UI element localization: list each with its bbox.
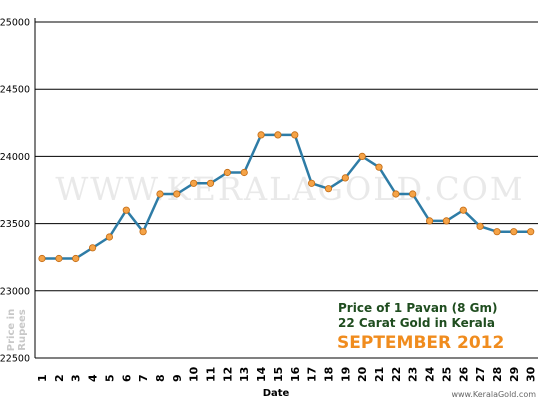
- x-tick-label: 23: [407, 367, 420, 382]
- x-tick-label: 9: [171, 374, 184, 382]
- watermark-text: WWW.KERALAGOLD.COM: [55, 170, 524, 208]
- data-point: [442, 217, 450, 225]
- data-point: [476, 222, 484, 230]
- x-tick-label: 18: [322, 367, 335, 382]
- data-point: [156, 190, 164, 198]
- y-tick-label: 23000: [0, 286, 30, 297]
- x-tick-label: 22: [390, 367, 403, 382]
- footer-credit: www.KeralaGold.com: [451, 390, 536, 399]
- x-tick-label: 19: [339, 367, 352, 382]
- y-tick-label: 24500: [0, 85, 30, 96]
- x-tick-label: 1: [36, 374, 49, 382]
- data-point: [510, 228, 518, 236]
- info-line-1: Price of 1 Pavan (8 Gm): [338, 301, 498, 315]
- x-tick-label: 25: [440, 367, 453, 382]
- data-point: [89, 244, 97, 252]
- data-point: [409, 190, 417, 198]
- data-point: [392, 190, 400, 198]
- data-point: [341, 174, 349, 182]
- x-tick-label: 21: [373, 367, 386, 382]
- data-point: [38, 254, 46, 263]
- data-point: [459, 206, 467, 214]
- x-tick-label: 16: [289, 366, 302, 382]
- y-axis-title: Price inRupees: [6, 309, 28, 351]
- x-tick-label: 15: [272, 367, 285, 382]
- y-tick-label: 22500: [0, 354, 30, 365]
- data-point: [324, 185, 333, 193]
- x-tick-label: 4: [87, 374, 100, 382]
- y-axis-title-line: Rupees: [17, 309, 28, 351]
- x-tick-label: 13: [238, 367, 251, 382]
- data-point: [291, 131, 299, 139]
- x-tick-label: 2: [53, 374, 66, 382]
- info-month: SEPTEMBER 2012: [337, 333, 504, 353]
- data-point: [55, 254, 63, 263]
- data-point: [493, 228, 501, 236]
- data-point: [240, 168, 248, 177]
- data-point: [527, 228, 535, 236]
- data-point: [173, 190, 181, 198]
- data-point: [375, 163, 383, 171]
- data-point: [206, 179, 215, 187]
- x-tick-label: 5: [103, 374, 116, 382]
- x-tick-label: 14: [255, 366, 268, 382]
- x-tick-label: 8: [154, 374, 167, 382]
- data-point: [122, 206, 130, 214]
- x-tick-label: 26: [457, 366, 470, 382]
- data-point: [139, 228, 147, 236]
- x-tick-label: 3: [70, 374, 83, 382]
- data-point: [257, 131, 265, 139]
- x-tick-label: 7: [137, 374, 150, 382]
- x-tick-label: 20: [356, 366, 369, 382]
- y-tick-label: 24000: [0, 152, 30, 163]
- x-tick-label: 30: [525, 366, 538, 382]
- y-axis-title-line: Price in: [6, 309, 17, 351]
- data-point: [358, 152, 366, 160]
- data-point: [425, 217, 434, 225]
- x-tick-label: 6: [120, 374, 133, 382]
- x-tick-label: 28: [491, 367, 504, 382]
- data-point: [307, 179, 316, 187]
- x-tick-label: 11: [205, 367, 218, 382]
- x-tick-label: 12: [221, 367, 234, 382]
- data-point: [223, 168, 231, 177]
- data-point: [274, 131, 282, 139]
- x-tick-label: 10: [188, 366, 201, 382]
- data-point: [190, 179, 198, 187]
- data-point: [105, 233, 114, 241]
- y-tick-label: 25000: [0, 18, 30, 29]
- x-axis-title: Date: [263, 388, 290, 399]
- x-tick-label: 27: [474, 367, 487, 382]
- y-tick-label: 23500: [0, 219, 30, 230]
- info-line-2: 22 Carat Gold in Kerala: [338, 316, 495, 330]
- data-point: [72, 254, 80, 263]
- x-tick-label: 17: [306, 367, 319, 382]
- x-tick-label: 24: [424, 366, 437, 382]
- x-tick-label: 29: [508, 367, 521, 382]
